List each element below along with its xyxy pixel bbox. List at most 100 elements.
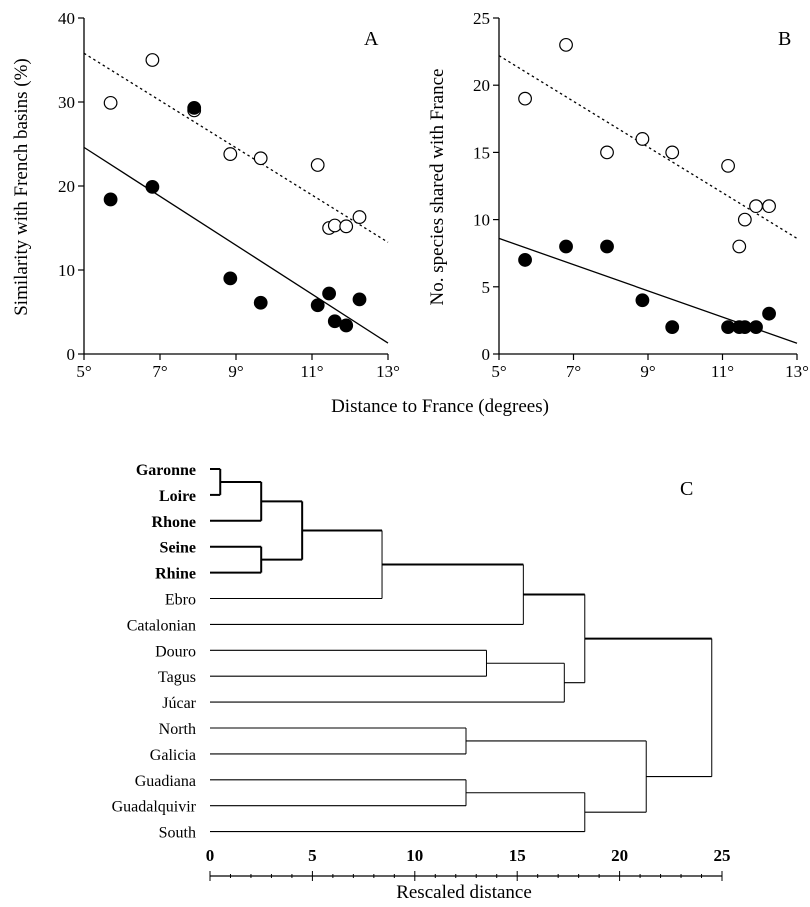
- x-tick-label: 13°: [785, 362, 809, 381]
- filled-circle-point: [763, 307, 776, 320]
- open-circle-point: [311, 159, 324, 172]
- panel-c-label: C: [680, 478, 693, 500]
- open-circle-point: [733, 240, 746, 253]
- panel-a-y-axis: 0 10 20 30 40: [58, 9, 84, 364]
- panel-b-y-label: No. species shared with France: [427, 69, 448, 306]
- y-tick-label: 5: [482, 278, 491, 297]
- panel-a-label: A: [364, 28, 379, 50]
- open-circle-point: [601, 146, 614, 159]
- rescaled-distance-tick-label: 15: [509, 846, 526, 865]
- filled-circle-point: [560, 240, 573, 253]
- panel-b-label: B: [778, 28, 791, 50]
- x-tick-label: 5°: [76, 362, 91, 381]
- filled-circle-point: [329, 315, 342, 328]
- leaf-label: Galicia: [150, 747, 196, 764]
- y-tick-label: 0: [482, 345, 491, 364]
- leaf-label: Douro: [155, 643, 196, 660]
- x-tick-label: 11°: [300, 362, 323, 381]
- panel-c-dendrogram: Garonne Loire Rhone Seine Rhine Ebro Catalonia…: [112, 462, 731, 903]
- leaf-label: Catalonian: [127, 617, 196, 634]
- x-tick-label: 9°: [228, 362, 243, 381]
- panel-a-points: [104, 54, 366, 332]
- leaf-label: Júcar: [162, 695, 196, 712]
- leaf-label: Tagus: [158, 669, 196, 686]
- x-tick-label: 5°: [491, 362, 506, 381]
- open-circle-point: [254, 152, 267, 165]
- open-circle-point: [739, 213, 752, 226]
- regression-line-filled: [84, 147, 388, 343]
- panel-b: 0 5 10 15 20 25 5° 7° 9° 11° 13° No. species shar…: [427, 9, 809, 381]
- rescaled-distance-tick-label: 20: [611, 846, 628, 865]
- leaf-label: North: [159, 721, 196, 738]
- filled-circle-point: [188, 102, 201, 115]
- open-circle-point: [146, 54, 159, 67]
- filled-circle-point: [636, 294, 649, 307]
- leaf-label: South: [159, 825, 196, 842]
- filled-circle-point: [311, 299, 324, 312]
- open-circle-point: [519, 92, 532, 105]
- filled-circle-point: [340, 319, 353, 332]
- rescaled-distance-tick-label: 25: [714, 846, 731, 865]
- y-tick-label: 40: [58, 9, 75, 28]
- leaf-label: Rhone: [152, 514, 196, 531]
- open-circle-point: [340, 220, 353, 233]
- panel-b-points: [519, 39, 776, 334]
- y-tick-label: 15: [473, 143, 490, 162]
- x-tick-label: 7°: [152, 362, 167, 381]
- panel-a-x-axis: 5° 7° 9° 11° 13°: [76, 354, 400, 381]
- open-circle-point: [224, 148, 237, 161]
- open-circle-point: [750, 200, 763, 213]
- open-circle-point: [329, 219, 342, 232]
- rescaled-distance-tick-label: 5: [308, 846, 317, 865]
- filled-circle-point: [750, 321, 763, 334]
- y-tick-label: 20: [473, 76, 490, 95]
- open-circle-point: [104, 97, 117, 110]
- y-tick-label: 30: [58, 93, 75, 112]
- x-tick-label: 11°: [711, 362, 734, 381]
- leaf-label: Ebro: [165, 592, 196, 609]
- x-tick-label: 7°: [566, 362, 581, 381]
- y-tick-label: 25: [473, 9, 490, 28]
- open-circle-point: [763, 200, 776, 213]
- leaf-label: Guadiana: [135, 773, 196, 790]
- open-circle-point: [722, 160, 735, 173]
- panel-a-fit-lines: [84, 53, 388, 343]
- rescaled-distance-label: Rescaled distance: [396, 882, 532, 903]
- filled-circle-point: [254, 296, 267, 309]
- panel-b-y-axis: 0 5 10 15 20 25: [473, 9, 499, 364]
- regression-line-open: [84, 53, 388, 242]
- open-circle-point: [636, 133, 649, 146]
- leaf-label: Garonne: [136, 462, 196, 479]
- leaf-label: Rhine: [155, 566, 196, 583]
- filled-circle-point: [519, 254, 532, 267]
- y-tick-label: 10: [473, 211, 490, 230]
- panel-a-y-label: Similarity with French basins (%): [11, 58, 32, 316]
- dendrogram-leaf-labels: Garonne Loire Rhone Seine Rhine Ebro Catalonia…: [112, 462, 197, 842]
- rescaled-distance-tick-label: 0: [206, 846, 215, 865]
- filled-circle-point: [224, 272, 237, 285]
- open-circle-point: [353, 211, 366, 224]
- rescaled-distance-tick-label: 10: [406, 846, 423, 865]
- panel-a: 0 10 20 30 40 5° 7° 9° 11° 13° Similarity with F…: [11, 9, 400, 381]
- leaf-label: Seine: [160, 540, 196, 557]
- filled-circle-point: [666, 321, 679, 334]
- open-circle-point: [560, 39, 573, 52]
- filled-circle-point: [146, 181, 159, 194]
- shared-x-axis-label: Distance to France (degrees): [331, 396, 549, 417]
- panel-b-x-axis: 5° 7° 9° 11° 13°: [491, 354, 809, 381]
- filled-circle-point: [601, 240, 614, 253]
- y-tick-label: 20: [58, 177, 75, 196]
- x-tick-label: 9°: [640, 362, 655, 381]
- open-circle-point: [666, 146, 679, 159]
- filled-circle-point: [323, 287, 336, 300]
- filled-circle-point: [104, 193, 117, 206]
- x-tick-label: 13°: [376, 362, 400, 381]
- rescaled-distance-axis: 0 5 10 15 20 25: [206, 846, 731, 881]
- y-tick-label: 10: [58, 261, 75, 280]
- leaf-label: Loire: [159, 488, 196, 505]
- filled-circle-point: [353, 293, 366, 306]
- y-tick-label: 0: [67, 345, 76, 364]
- leaf-label: Guadalquivir: [112, 799, 197, 816]
- dendrogram-tree: [210, 469, 712, 832]
